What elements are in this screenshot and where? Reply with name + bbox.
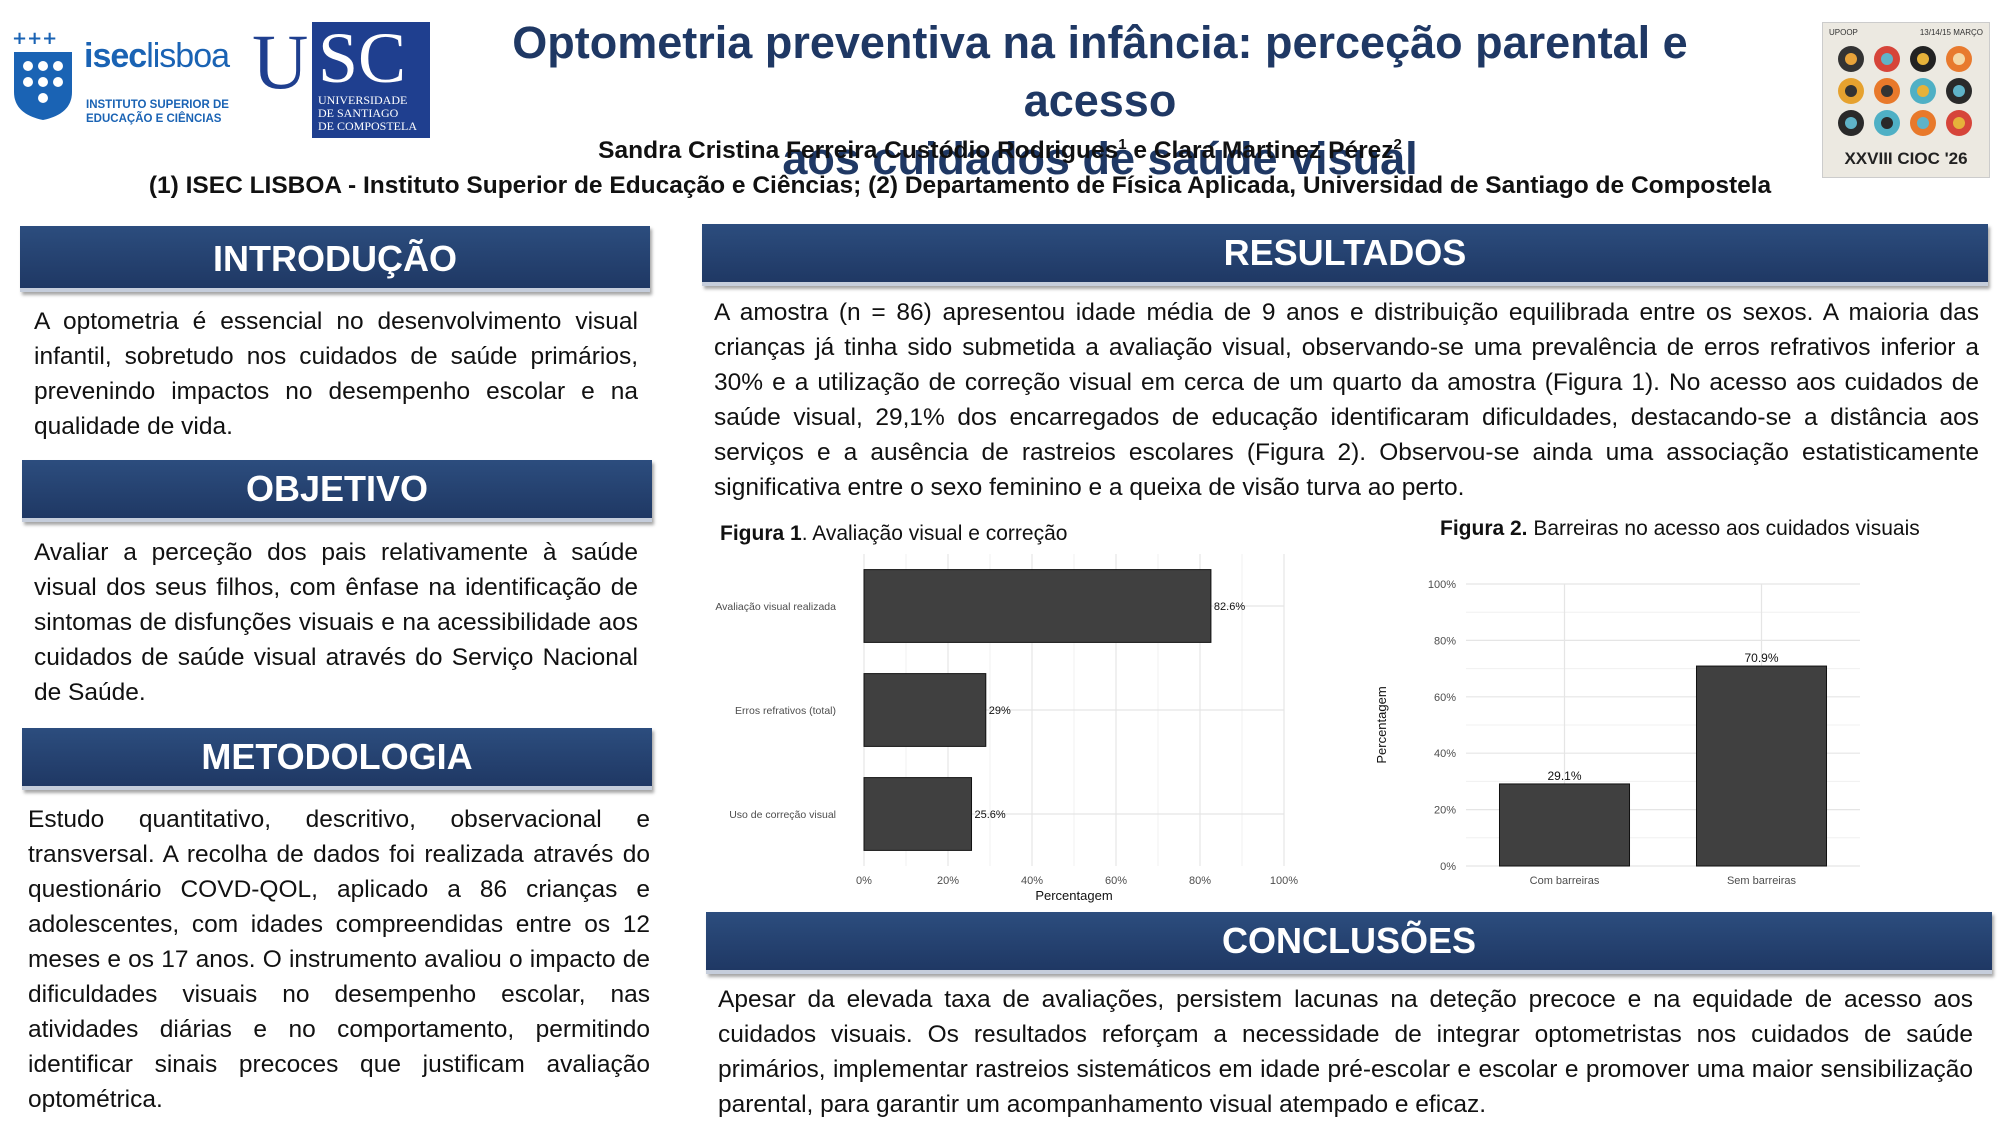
bar (1695, 665, 1828, 867)
objetivo-text: Avaliar a perceção dos pais relativament… (34, 539, 638, 706)
resultados-heading: RESULTADOS (702, 224, 1988, 286)
isec-shield-icon: +++ (12, 30, 72, 120)
usc-text-1: UNIVERSIDADE (318, 93, 408, 107)
x-category-label: Sem barreiras (1727, 875, 1797, 887)
bar-value-label: 82.6% (1214, 601, 1245, 613)
cioc-top-left: UPOOP (1829, 28, 1858, 37)
isec-name-bold: isec (84, 37, 147, 75)
figura1-caption: Figura 1. Avaliação visual e correção (720, 522, 1067, 546)
x-tick-label: 100% (1270, 875, 1298, 887)
x-tick-label: 20% (937, 875, 959, 887)
objetivo-heading: OBJETIVO (22, 460, 652, 522)
introducao-heading: INTRODUÇÃO (20, 226, 650, 292)
title-line-2: aos cuidados de saúde visual (782, 133, 1418, 184)
author-join: e (1126, 137, 1154, 165)
y-tick-label: 80% (1434, 635, 1456, 647)
introducao-text: A optometria é essencial no desenvolvime… (34, 308, 638, 440)
affiliations: (1) ISEC LISBOA - Instituto Superior de … (148, 172, 1772, 199)
y-category-label: Erros refrativos (total) (735, 705, 836, 717)
usc-text-3: DE COMPOSTELA (318, 119, 418, 133)
x-tick-label: 60% (1105, 875, 1127, 887)
y-tick-label: 100% (1428, 579, 1456, 591)
bar (863, 777, 973, 851)
figura2-chart: 0% 20% 40% 60% 80% 100% 29.1% Com barreiras 70.9… (1374, 579, 1860, 887)
isec-name-light: lisboa (146, 37, 230, 75)
poster-title: Optometria preventiva na infância: perce… (430, 14, 1770, 188)
svg-text:+++: +++ (12, 30, 57, 49)
figura2-caption-text: Barreiras no acesso aos cuidados visuais (1527, 517, 1920, 540)
y-category-label: Uso de correção visual (729, 809, 836, 821)
figura2-label: Figura 2. (1440, 517, 1528, 540)
bar-value-label: 29% (989, 705, 1011, 717)
bar-value-label: 70.9% (1744, 651, 1778, 665)
figura1-label: Figura 1 (720, 522, 802, 545)
usc-sc-letters: SC (318, 18, 407, 98)
y-tick-label: 0% (1440, 861, 1456, 873)
x-tick-label: 40% (1021, 875, 1043, 887)
bar (1498, 783, 1631, 867)
title-line-1: Optometria preventiva na infância: perce… (512, 17, 1688, 126)
usc-text-2: DE SANTIAGO (318, 106, 399, 120)
bar-value-label: 29.1% (1547, 769, 1581, 783)
y-tick-label: 60% (1434, 692, 1456, 704)
author-2: Clara Martinez Pérez (1153, 137, 1394, 165)
isec-subtitle-1: INSTITUTO SUPERIOR DE (86, 99, 229, 111)
bar-value-label: 25.6% (975, 809, 1006, 821)
conclusoes-text: Apesar da elevada taxa de avaliações, pe… (718, 986, 1973, 1118)
bar (863, 569, 1212, 643)
author-1: Sandra Cristina Ferreira Custódio Rodrig… (598, 137, 1119, 165)
usc-logo: U SC UNIVERSIDADE DE SANTIAGO DE COMPOST… (252, 22, 430, 138)
metodologia-heading: METODOLOGIA (22, 728, 652, 790)
figura1-chart: 0% 20% 40% 60% 80% 100% Avaliação visual reali… (715, 554, 1298, 903)
cioc-circles-icon (1838, 46, 1972, 136)
x-tick-label: 80% (1189, 875, 1211, 887)
isec-subtitle-2: EDUCAÇÃO E CIÊNCIAS (86, 113, 222, 125)
resultados-text: A amostra (n = 86) apresentou idade médi… (714, 299, 1979, 501)
metodologia-text: Estudo quantitativo, descritivo, observa… (28, 806, 650, 1113)
cioc-label: XXVIII CIOC '26 (1844, 149, 1968, 168)
y-tick-label: 20% (1434, 805, 1456, 817)
x-category-label: Com barreiras (1530, 875, 1600, 887)
x-tick-label: 0% (856, 875, 872, 887)
authors: Sandra Cristina Ferreira Custódio Rodrig… (0, 136, 2000, 165)
cioc-top-right: 13/14/15 MARÇO (1919, 28, 1983, 37)
x-axis-title: Percentagem (1035, 888, 1112, 903)
usc-u-letter: U (252, 18, 309, 105)
author-2-sup: 2 (1393, 136, 1402, 153)
isec-lisboa-logo: +++ iseclisboa INSTITUTO SUPERIOR DE EDU… (12, 30, 242, 125)
bar (863, 673, 987, 747)
y-tick-label: 40% (1434, 748, 1456, 760)
author-1-sup: 1 (1118, 136, 1127, 153)
figura2-caption: Figura 2. Barreiras no acesso aos cuidad… (1440, 517, 1920, 541)
y-axis-title: Percentagem (1374, 686, 1389, 763)
figura1-caption-text: . Avaliação visual e correção (801, 522, 1068, 545)
conclusoes-heading: CONCLUSÕES (706, 912, 1992, 974)
y-category-label: Avaliação visual realizada (715, 601, 836, 613)
cioc-logo: UPOOP 13/14/15 MARÇO XXVIII CIOC '26 (1822, 22, 1990, 178)
